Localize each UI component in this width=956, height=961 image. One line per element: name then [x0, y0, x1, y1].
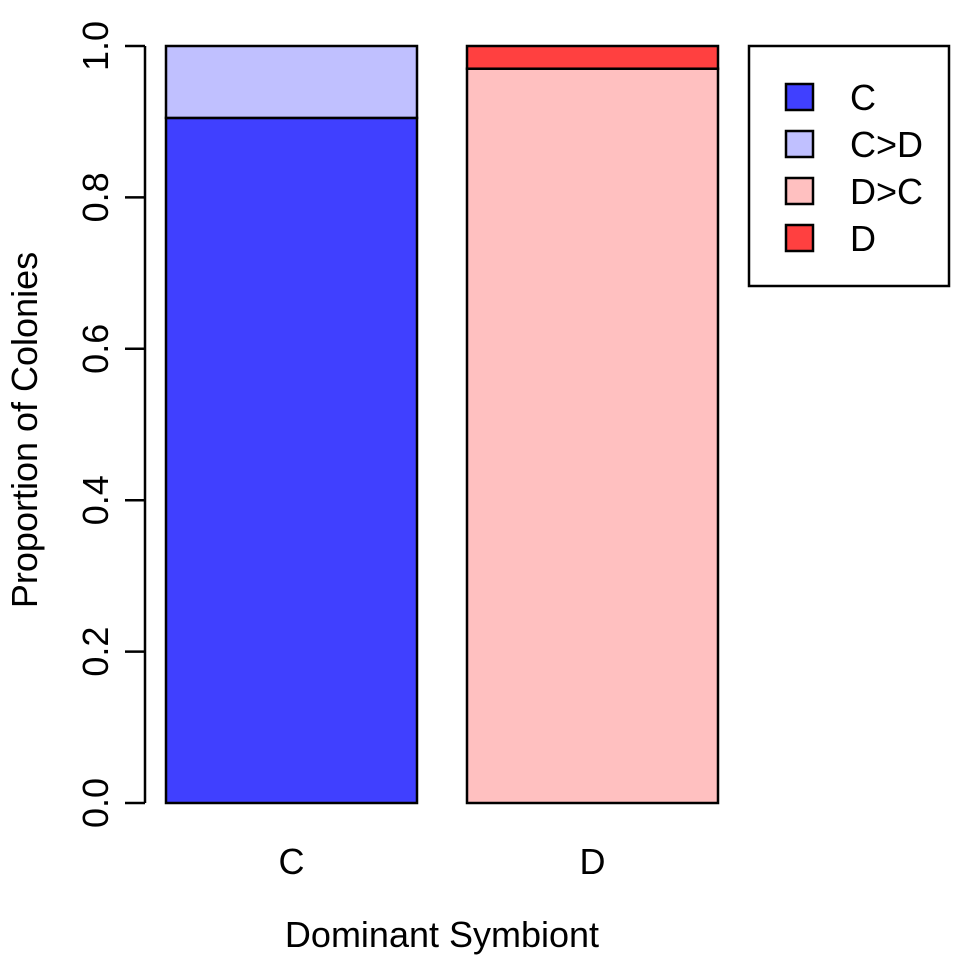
legend-label: C>D: [850, 124, 923, 165]
y-tick-label: 1.0: [75, 21, 116, 71]
y-tick-label: 0.4: [75, 475, 116, 525]
x-category-label: C: [279, 841, 305, 882]
bar-segment-d-d: [465, 44, 720, 70]
y-tick-label: 0.0: [75, 778, 116, 828]
y-tick-label: 0.6: [75, 324, 116, 374]
bar-segment-c-c-gt-d: [164, 44, 419, 120]
y-tick-label: 0.8: [75, 172, 116, 222]
x-category-label: D: [580, 841, 606, 882]
legend-swatch: [784, 223, 815, 253]
legend-label: D: [850, 218, 876, 259]
y-axis-title: Proportion of Colonies: [4, 252, 45, 608]
bars-layer: [164, 44, 720, 805]
legend-swatch: [784, 176, 815, 206]
legend: C C>D D>C D: [747, 44, 951, 288]
x-axis-title: Dominant Symbiont: [285, 914, 599, 955]
bar-segment-c-c: [164, 116, 419, 805]
bar-segment-d-d-gt-c: [465, 67, 720, 805]
legend-box: [747, 44, 951, 288]
y-axis: 0.0 0.2 0.4 0.6 0.8 1.0: [75, 21, 147, 828]
y-tick-label: 0.2: [75, 627, 116, 677]
legend-swatch: [784, 82, 815, 112]
legend-label: C: [850, 77, 876, 118]
legend-swatch: [784, 129, 815, 159]
legend-label: D>C: [850, 171, 923, 212]
